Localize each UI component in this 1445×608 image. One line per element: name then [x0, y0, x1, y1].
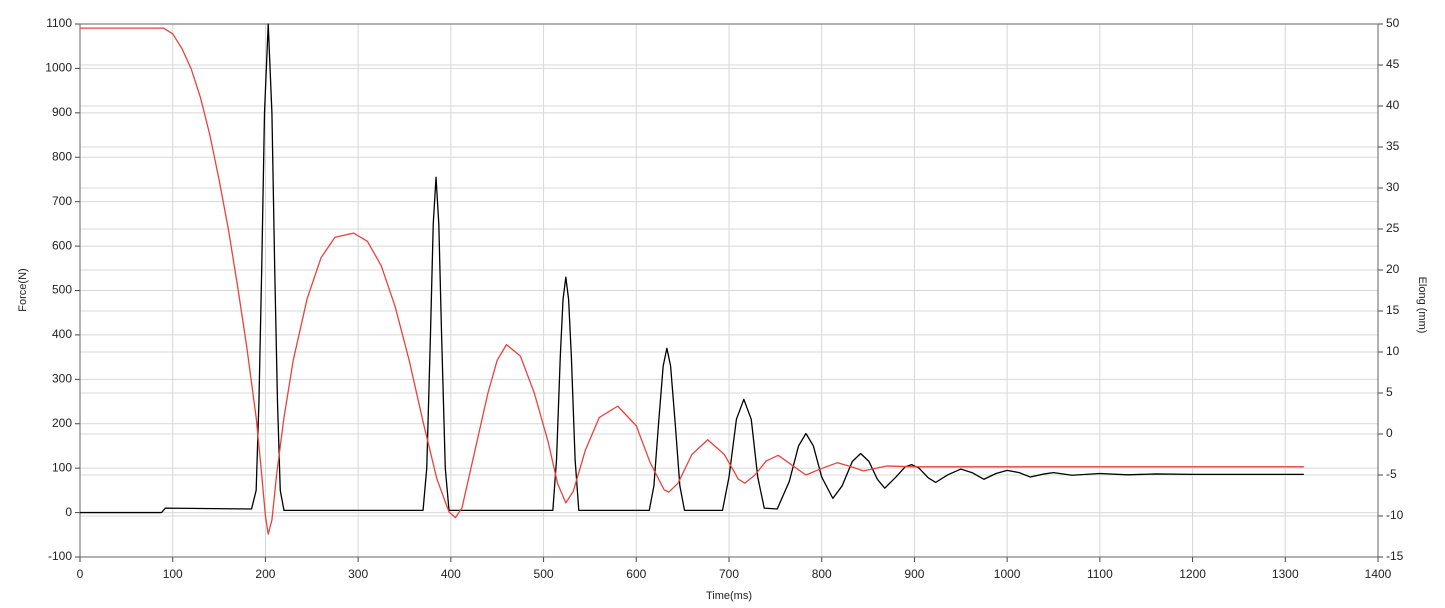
- x-tick-label: 300: [348, 567, 368, 581]
- y2-tick-label: -15: [1386, 549, 1404, 563]
- y2-tick-label: 30: [1386, 180, 1400, 194]
- y2-tick-label: 5: [1386, 385, 1393, 399]
- y-tick-label: 400: [52, 327, 72, 341]
- y2-tick-label: 45: [1386, 57, 1400, 71]
- x-tick-label: 600: [626, 567, 646, 581]
- x-tick-label: 500: [534, 567, 554, 581]
- x-axis-label: Time(ms): [706, 590, 752, 602]
- y-tick-label: 700: [52, 194, 72, 208]
- series-line: [80, 23, 1304, 514]
- x-tick-label: 200: [255, 567, 275, 581]
- y-tick-label: 100: [52, 460, 72, 474]
- y2-tick-label: 15: [1386, 303, 1400, 317]
- x-tick-label: 1100: [1087, 567, 1113, 581]
- y2-tick-label: 50: [1386, 16, 1400, 30]
- y2-tick-label: 10: [1386, 344, 1400, 358]
- y-tick-label: 1100: [46, 16, 72, 30]
- y-tick-label: -100: [48, 549, 72, 563]
- y-tick-label: 0: [65, 505, 72, 519]
- x-tick-label: 700: [719, 567, 739, 581]
- y2-tick-label: -5: [1386, 467, 1397, 481]
- y2-tick-label: 0: [1386, 426, 1393, 440]
- x-tick-label: 1200: [1179, 567, 1206, 581]
- plot-frame: [79, 23, 1379, 558]
- y-tick-label: 300: [52, 372, 72, 386]
- y2-tick-label: 20: [1386, 262, 1400, 276]
- y-tick-label: 1000: [45, 61, 72, 75]
- y-axis-label: Force(N): [17, 268, 29, 311]
- series-line: [80, 27, 1304, 535]
- x-tick-label: 0: [77, 567, 84, 581]
- y-tick-label: 800: [52, 149, 72, 163]
- x-tick-label: 900: [904, 567, 924, 581]
- x-tick-label: 1300: [1272, 567, 1299, 581]
- y-tick-label: 900: [52, 105, 72, 119]
- x-tick-label: 1400: [1365, 567, 1392, 581]
- x-tick-label: 400: [441, 567, 461, 581]
- y-tick-label: 600: [52, 238, 72, 252]
- y-tick-label: 200: [52, 416, 72, 430]
- y-tick-label: 500: [52, 283, 72, 297]
- y2-axis-label: Elong (mm): [1416, 277, 1428, 334]
- x-tick-label: 800: [812, 567, 832, 581]
- x-tick-label: 1000: [994, 567, 1021, 581]
- y2-tick-label: 40: [1386, 98, 1400, 112]
- y2-tick-label: 25: [1386, 221, 1400, 235]
- y2-tick-label: 35: [1386, 139, 1400, 153]
- y2-tick-label: -10: [1386, 508, 1404, 522]
- x-tick-label: 100: [163, 567, 183, 581]
